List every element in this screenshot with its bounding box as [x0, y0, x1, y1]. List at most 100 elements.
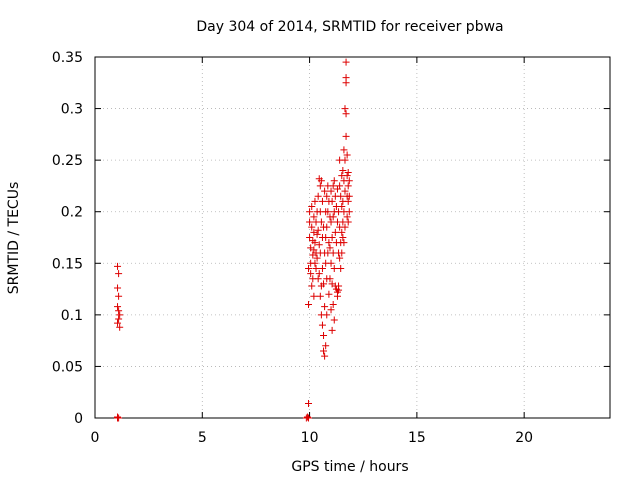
data-point — [312, 264, 320, 272]
data-point — [342, 110, 350, 118]
data-point — [315, 241, 323, 249]
y-axis-label: SRMTID / TECUs — [6, 182, 22, 295]
data-point — [316, 182, 324, 190]
y-tick-label: 0.3 — [61, 102, 83, 118]
data-point — [325, 290, 333, 298]
data-point — [328, 234, 336, 241]
data-point — [341, 223, 349, 231]
data-point — [305, 400, 313, 408]
data-point — [341, 156, 349, 164]
data-point — [327, 187, 335, 195]
data-point — [115, 307, 123, 315]
data-point — [317, 177, 325, 185]
x-tick-label: 20 — [515, 430, 533, 446]
data-point — [115, 315, 123, 323]
data-point — [343, 213, 351, 221]
data-point — [325, 239, 333, 247]
data-point — [308, 203, 316, 211]
data-point — [114, 319, 122, 327]
data-point — [344, 169, 352, 177]
x-tick-label: 10 — [301, 430, 319, 446]
data-point — [341, 105, 349, 113]
data-point — [329, 182, 337, 190]
data-point — [313, 230, 321, 238]
data-point — [343, 151, 351, 159]
data-point — [318, 264, 326, 272]
data-point — [327, 306, 335, 314]
data-point — [330, 177, 338, 185]
data-point — [328, 197, 336, 205]
axis-ticks — [94, 56, 610, 419]
data-point — [322, 342, 330, 350]
data-point — [320, 280, 328, 288]
data-point — [303, 413, 311, 421]
x-tick-label: 15 — [408, 430, 426, 446]
data-point — [114, 413, 122, 421]
data-point — [305, 414, 313, 422]
data-point — [306, 218, 314, 226]
data-point — [345, 177, 353, 185]
data-point — [308, 223, 316, 231]
data-point — [305, 301, 313, 309]
data-point — [342, 79, 350, 87]
data-point — [327, 259, 335, 267]
data-point — [306, 208, 314, 216]
data-point — [323, 311, 331, 319]
data-point — [329, 213, 337, 221]
y-tick-label: 0.35 — [52, 50, 83, 66]
plot-frame — [94, 56, 611, 419]
chart-title: Day 304 of 2014, SRMTID for receiver pbw… — [196, 19, 503, 35]
data-point — [318, 321, 326, 329]
data-point — [342, 132, 350, 140]
data-point — [116, 323, 124, 331]
data-point — [307, 270, 315, 278]
data-point — [344, 182, 352, 190]
data-point — [311, 197, 319, 205]
data-point — [338, 228, 346, 236]
data-point — [330, 316, 338, 324]
data-point — [321, 187, 329, 195]
data-point — [344, 197, 352, 205]
grid — [95, 57, 610, 418]
x-axis-label: GPS time / hours — [291, 459, 408, 475]
y-tick-label: 0 — [74, 411, 83, 427]
data-point — [115, 270, 123, 278]
data-point — [340, 239, 348, 247]
data-point — [342, 58, 350, 66]
data-point — [336, 182, 344, 190]
data-point — [318, 197, 326, 205]
data-point — [317, 218, 325, 226]
data-point — [335, 286, 343, 294]
data-point — [326, 275, 334, 283]
y-tick-label: 0.15 — [52, 256, 83, 272]
data-points — [114, 58, 353, 422]
data-point — [114, 262, 122, 270]
data-point — [345, 208, 353, 216]
y-tick-label: 0.1 — [61, 308, 83, 324]
data-point — [114, 303, 122, 311]
x-tick-label: 0 — [91, 430, 100, 446]
data-point — [324, 208, 332, 216]
data-point — [321, 352, 329, 360]
data-point — [305, 264, 313, 272]
data-point — [314, 275, 322, 283]
data-point — [328, 326, 336, 334]
data-point — [341, 187, 349, 195]
data-point — [314, 226, 322, 234]
data-point — [340, 146, 348, 154]
data-point — [116, 311, 124, 319]
data-point — [320, 331, 328, 339]
data-point — [333, 292, 341, 300]
data-point — [321, 303, 329, 311]
data-point — [311, 259, 319, 267]
data-point — [314, 192, 322, 200]
data-point — [313, 254, 321, 262]
data-point — [308, 282, 316, 290]
data-point — [115, 292, 123, 300]
data-point — [320, 347, 328, 355]
data-point — [323, 223, 331, 231]
data-point — [316, 292, 324, 300]
data-point — [115, 414, 123, 422]
data-point — [339, 234, 347, 241]
